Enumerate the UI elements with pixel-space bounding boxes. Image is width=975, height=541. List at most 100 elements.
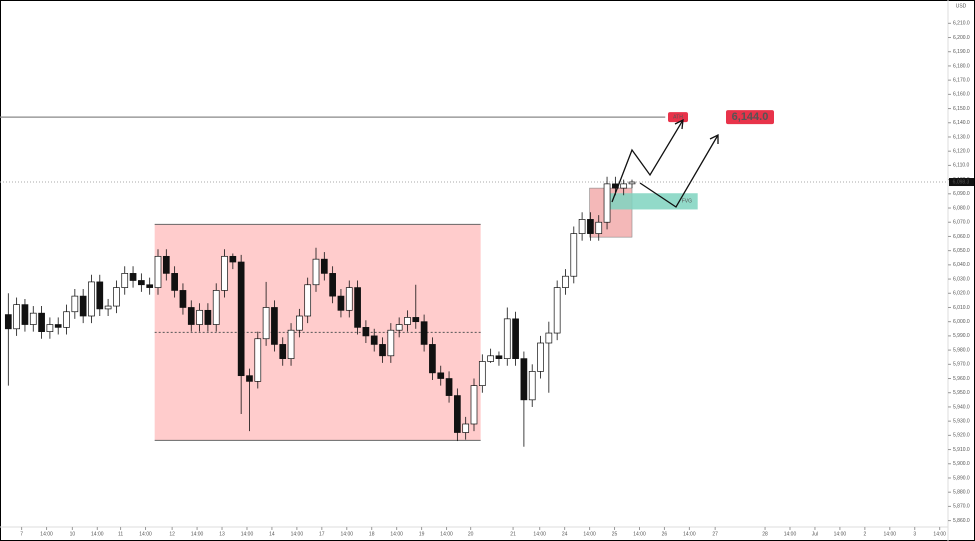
candle-body xyxy=(121,273,129,288)
candle-body xyxy=(553,287,561,334)
x-tick-label: 18 xyxy=(369,531,375,537)
x-tick-label: 14:00 xyxy=(91,531,104,537)
x-tick-label: 12 xyxy=(169,531,175,537)
y-tick-label: 5,860.0 xyxy=(953,518,970,524)
x-tick-label: 14:00 xyxy=(40,531,53,537)
candle-body xyxy=(487,355,494,362)
candle-body xyxy=(362,327,370,337)
candle-body xyxy=(445,378,453,396)
candle-body xyxy=(478,361,486,386)
candle-body xyxy=(154,255,162,288)
candle-body xyxy=(38,312,45,332)
x-tick-label: 19 xyxy=(419,531,425,537)
last-price-tag xyxy=(949,178,974,187)
x-tick-label: 14:00 xyxy=(683,531,696,537)
y-tick-label: 5,870.0 xyxy=(953,504,970,510)
candle-body xyxy=(46,324,54,332)
candle-body xyxy=(404,317,411,325)
candle-body xyxy=(229,255,237,263)
x-tick-label: 14:00 xyxy=(241,531,254,537)
candle-body xyxy=(603,183,611,223)
x-tick-label: 14:00 xyxy=(633,531,646,537)
candle-body xyxy=(212,290,220,325)
y-tick-label: 5,900.0 xyxy=(953,461,970,467)
y-tick-label: 5,990.0 xyxy=(953,333,970,339)
projection-arrow xyxy=(639,134,719,208)
candle-body xyxy=(262,307,270,340)
last-price-label: 6,098.3 xyxy=(953,179,970,185)
x-tick-label: 25 xyxy=(612,531,618,537)
candle-body xyxy=(171,273,178,291)
y-tick-label: 6,030.0 xyxy=(953,276,970,282)
candle-body xyxy=(71,295,79,313)
x-tick-label: 14:00 xyxy=(291,531,304,537)
candle-body xyxy=(287,329,295,359)
candle-body xyxy=(454,395,461,433)
candle-body xyxy=(595,221,603,234)
x-tick-label: 2 xyxy=(863,531,866,537)
candle-body xyxy=(562,275,569,288)
y-tick-label: 6,010.0 xyxy=(953,305,970,311)
x-tick-label: 13 xyxy=(219,531,225,537)
candle-body xyxy=(29,312,37,325)
y-tick-label: 5,930.0 xyxy=(953,418,970,424)
ath-price-label: 6,144.0 xyxy=(732,111,769,123)
candle-body xyxy=(271,307,278,345)
candle-body xyxy=(570,233,578,277)
candle-body xyxy=(354,287,361,328)
candle-body xyxy=(537,342,544,372)
candle-body xyxy=(221,255,228,291)
y-tick-label: 5,950.0 xyxy=(953,390,970,396)
candle-body xyxy=(129,273,137,281)
candle-body xyxy=(470,385,478,425)
y-tick-label: 6,160.0 xyxy=(953,92,970,98)
candle-body xyxy=(296,315,303,331)
x-tick-label: 14:00 xyxy=(440,531,453,537)
fvg-zone xyxy=(609,193,698,210)
candle-body xyxy=(320,258,328,274)
candle-body xyxy=(21,304,29,325)
y-tick-label: 6,180.0 xyxy=(953,63,970,69)
y-tick-label: 6,110.0 xyxy=(953,163,970,169)
y-tick-label: 6,080.0 xyxy=(953,205,970,211)
ath-price-tag xyxy=(726,110,774,125)
y-tick-label: 6,020.0 xyxy=(953,291,970,297)
candle-body xyxy=(587,219,594,234)
x-tick-label: 14:00 xyxy=(139,531,152,537)
x-tick-label: 3 xyxy=(913,531,916,537)
candle-body xyxy=(545,332,553,344)
candle-body xyxy=(4,314,12,330)
y-tick-label: 6,170.0 xyxy=(953,77,970,83)
x-tick-label: 11 xyxy=(118,531,123,537)
candle-body xyxy=(196,309,203,325)
candle-body xyxy=(503,318,511,359)
ath-tag-label: ATH xyxy=(673,114,683,120)
y-tick-label: 6,140.0 xyxy=(953,120,970,126)
candle-body xyxy=(437,372,445,379)
candle-body xyxy=(528,371,536,401)
arrow-head xyxy=(674,118,684,130)
y-tick-label: 6,040.0 xyxy=(953,262,970,268)
x-tick-label: 14:00 xyxy=(583,531,596,537)
candle-body xyxy=(312,258,320,286)
candle-body xyxy=(162,255,170,274)
candle-body xyxy=(88,281,95,317)
candle-body xyxy=(379,344,386,357)
candle-body xyxy=(370,335,378,345)
y-tick-label: 6,210.0 xyxy=(953,21,970,27)
x-tick-label: 14 xyxy=(269,531,275,537)
candle-body xyxy=(79,295,87,317)
candle-body xyxy=(495,355,503,359)
candle-body xyxy=(138,280,145,286)
y-tick-label: 6,070.0 xyxy=(953,220,970,226)
x-tick-label: 28 xyxy=(762,531,768,537)
candle-body xyxy=(429,344,436,374)
x-tick-label: 17 xyxy=(319,531,325,537)
y-tick-label: 5,890.0 xyxy=(953,475,970,481)
unit-label: USD xyxy=(956,3,967,9)
x-tick-label: 10 xyxy=(70,531,76,537)
projection-arrow xyxy=(611,119,684,203)
candle-body xyxy=(412,317,420,323)
